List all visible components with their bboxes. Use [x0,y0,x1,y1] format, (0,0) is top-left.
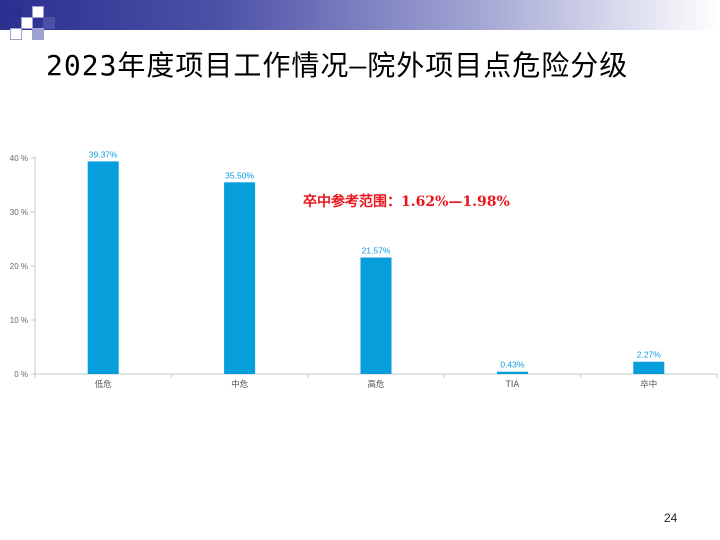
y-tick-label: 30 % [10,208,28,217]
bar [360,257,392,374]
y-tick-label: 20 % [10,262,28,271]
decor-square [43,17,55,29]
category-label: 低危 [95,379,113,390]
category-label: 卒中 [640,379,657,390]
decor-square [32,6,44,18]
bar-value-label: 21.57% [362,246,391,256]
reference-range-annotation: 卒中参考范围：1.62%—1.98% [303,194,510,210]
y-tick-label: 0 % [14,370,28,379]
bar-value-label: 0.43% [500,360,525,370]
bar [224,182,256,374]
slide-title: 2023年度项目工作情况—院外项目点危险分级 [46,49,629,82]
y-tick-label: 40 % [10,154,28,163]
category-label: TIA [505,380,520,390]
header-gradient-band [0,0,720,30]
bar [87,161,119,374]
bar-value-label: 39.37% [89,149,118,159]
decor-square [10,6,22,18]
decor-square [21,17,33,29]
bar-value-label: 2.27% [637,350,662,360]
bar-chart: 0 % 10 % 20 % 30 % 40 % 39.37% 低危 35.50% 中危 21.57… [10,149,718,390]
bar-value-label: 35.50% [225,170,254,180]
decor-square [10,28,22,40]
category-label: 中危 [231,379,249,390]
category-label: 高危 [367,379,385,390]
bar [633,361,665,374]
bar [496,371,528,374]
decor-square [32,28,44,40]
y-tick-label: 10 % [10,316,28,325]
page-number: 24 [664,511,678,525]
